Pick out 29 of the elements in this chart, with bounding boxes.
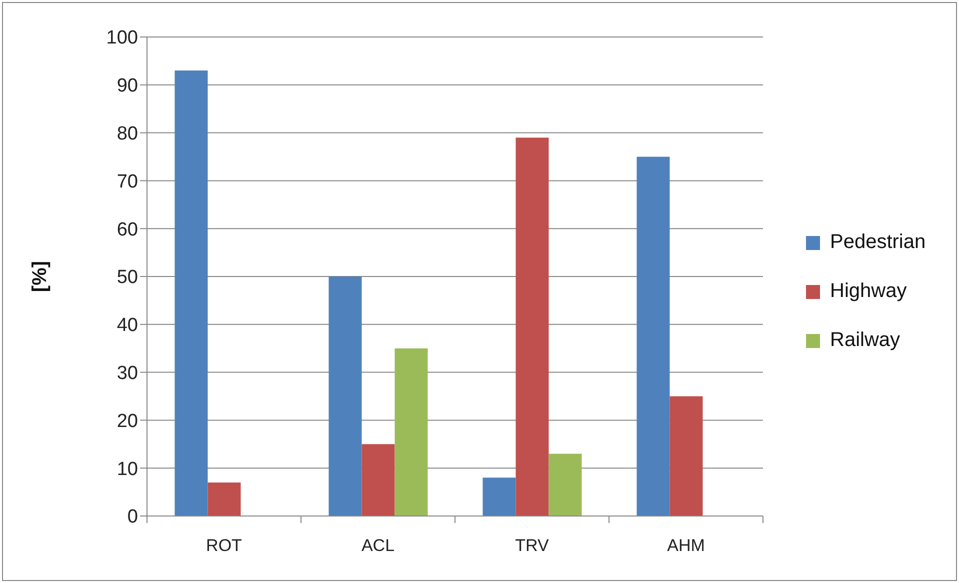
y-tick-label: 30: [116, 363, 138, 384]
bar: [208, 482, 241, 516]
y-tick-label: 40: [116, 315, 138, 336]
x-tick-label: TRV: [515, 536, 550, 555]
y-tick-label: 10: [116, 458, 138, 480]
x-tick-label: ROT: [206, 536, 242, 555]
bar: [328, 276, 362, 516]
y-tick-label: 0: [127, 506, 138, 528]
y-tick-label: 50: [116, 267, 138, 288]
bar: [516, 138, 549, 516]
y-tick-label: 80: [116, 124, 138, 145]
x-tick-label: ACL: [361, 536, 395, 555]
x-tick-label: AHM: [667, 536, 705, 555]
bar: [362, 444, 395, 516]
legend-label: Railway: [830, 329, 900, 351]
legend-label: Highway: [830, 280, 907, 302]
bar: [482, 478, 516, 516]
y-tick-label: 90: [116, 76, 138, 97]
bar: [394, 348, 428, 516]
bar: [548, 454, 582, 516]
bar: [174, 70, 208, 516]
bar: [636, 156, 670, 516]
y-tick-label: 20: [116, 410, 138, 432]
y-axis-title: [%]: [29, 260, 52, 292]
legend-label: Pedestrian: [830, 231, 926, 253]
y-tick-label: 70: [116, 171, 138, 192]
y-tick-label: 60: [116, 219, 138, 240]
y-tick-label: 100: [106, 28, 138, 49]
bar: [670, 396, 703, 516]
